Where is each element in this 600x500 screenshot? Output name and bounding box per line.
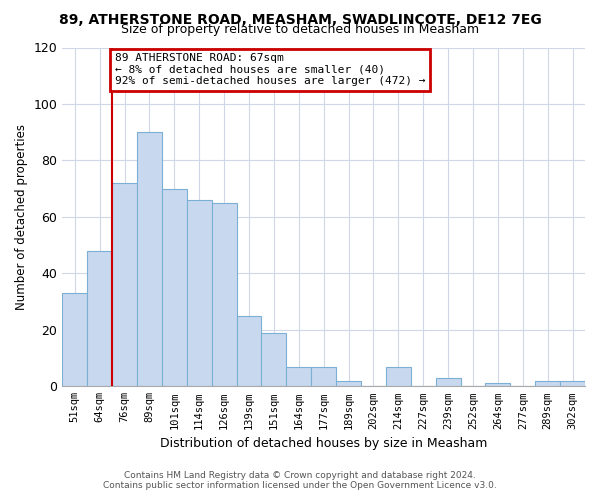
X-axis label: Distribution of detached houses by size in Measham: Distribution of detached houses by size … xyxy=(160,437,487,450)
Bar xyxy=(262,332,286,386)
Text: 89, ATHERSTONE ROAD, MEASHAM, SWADLINCOTE, DE12 7EG: 89, ATHERSTONE ROAD, MEASHAM, SWADLINCOT… xyxy=(59,12,541,26)
Bar xyxy=(535,380,560,386)
Text: Size of property relative to detached houses in Measham: Size of property relative to detached ho… xyxy=(121,22,479,36)
Bar xyxy=(212,203,236,386)
Bar xyxy=(336,380,361,386)
Bar xyxy=(236,316,262,386)
Bar xyxy=(485,384,511,386)
Bar xyxy=(187,200,212,386)
Bar xyxy=(87,251,112,386)
Bar xyxy=(436,378,461,386)
Bar xyxy=(560,380,585,386)
Bar xyxy=(162,188,187,386)
Bar xyxy=(137,132,162,386)
Bar xyxy=(311,366,336,386)
Y-axis label: Number of detached properties: Number of detached properties xyxy=(15,124,28,310)
Text: 89 ATHERSTONE ROAD: 67sqm
← 8% of detached houses are smaller (40)
92% of semi-d: 89 ATHERSTONE ROAD: 67sqm ← 8% of detach… xyxy=(115,53,425,86)
Bar xyxy=(112,183,137,386)
Bar xyxy=(386,366,411,386)
Text: Contains HM Land Registry data © Crown copyright and database right 2024.
Contai: Contains HM Land Registry data © Crown c… xyxy=(103,470,497,490)
Bar xyxy=(62,293,87,386)
Bar xyxy=(286,366,311,386)
